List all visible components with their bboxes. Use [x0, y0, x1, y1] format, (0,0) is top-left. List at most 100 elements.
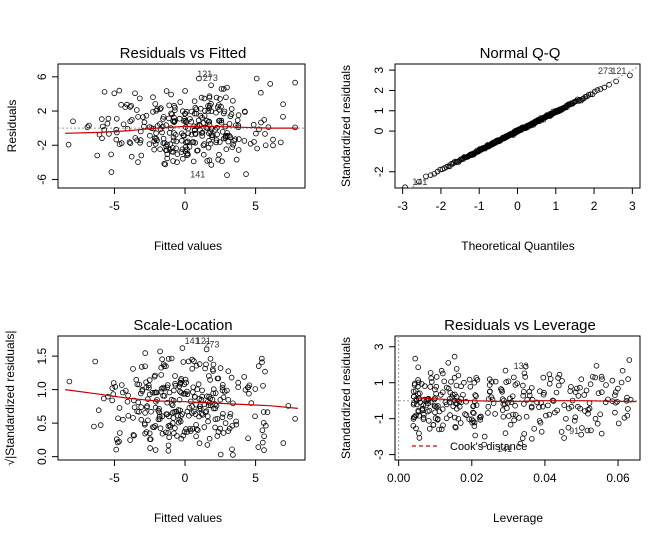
data-point: [565, 424, 572, 431]
data-point: [223, 94, 229, 101]
data-point: [623, 397, 630, 404]
point-annotation: 121: [197, 69, 212, 79]
data-point: [161, 140, 168, 146]
plot-frame: [394, 63, 641, 189]
data-point: [142, 421, 148, 428]
data-point: [212, 424, 218, 431]
data-point: [453, 393, 460, 400]
data-point: [190, 158, 197, 165]
data-point: [471, 379, 478, 386]
data-point: [152, 101, 159, 107]
data-point: [217, 139, 223, 145]
data-point: [158, 385, 165, 392]
data-point: [217, 365, 224, 371]
data-point: [581, 392, 587, 398]
data-point: [202, 365, 208, 372]
data-point: [267, 81, 274, 87]
data-point: [146, 382, 152, 389]
data-point: [446, 395, 453, 402]
data-point: [101, 89, 108, 95]
data-point: [471, 419, 478, 426]
data-point: [602, 399, 609, 406]
data-point: [198, 94, 205, 101]
data-point: [503, 379, 510, 385]
y-tick-label: 2: [35, 107, 49, 114]
point-annotation: 273: [598, 66, 613, 76]
data-point: [502, 367, 509, 374]
x-tick-label: 0.00: [387, 471, 411, 485]
data-point: [147, 445, 153, 451]
data-point: [597, 411, 603, 418]
data-point: [201, 424, 208, 430]
data-point: [115, 415, 121, 422]
data-point: [130, 366, 136, 372]
data-point: [485, 410, 491, 416]
data-point: [536, 418, 543, 424]
data-point: [455, 372, 462, 379]
data-point: [212, 126, 218, 133]
data-point: [201, 151, 207, 158]
data-point: [174, 433, 180, 439]
data-point: [199, 411, 206, 418]
data-point: [134, 408, 141, 415]
data-point: [131, 432, 137, 439]
data-point: [149, 389, 156, 396]
y-tick-label: 1.5: [35, 347, 49, 364]
data-point: [108, 169, 115, 175]
data-point: [91, 423, 97, 430]
data-point: [531, 425, 537, 432]
data-point: [151, 389, 158, 396]
data-point: [594, 87, 601, 93]
data-point: [218, 119, 225, 126]
data-point: [512, 411, 519, 418]
data-point: [410, 393, 417, 400]
data-point: [583, 387, 590, 394]
data-point: [453, 366, 460, 372]
x-tick-label: 0.02: [460, 471, 484, 485]
data-point: [120, 416, 126, 423]
data-point: [259, 439, 266, 446]
data-point: [101, 395, 107, 402]
data-point: [584, 427, 591, 434]
data-point: [130, 415, 136, 421]
data-point: [222, 420, 229, 426]
data-point: [253, 75, 260, 82]
smooth-line: [416, 397, 637, 403]
data-point: [120, 389, 126, 396]
data-point: [170, 134, 177, 141]
data-point: [193, 433, 199, 440]
data-point: [559, 378, 565, 384]
y-axis-label: Residuals: [5, 100, 19, 153]
data-point: [195, 381, 202, 388]
data-point: [166, 389, 173, 396]
data-point: [235, 112, 242, 118]
data-point: [216, 107, 223, 113]
data-point: [209, 396, 216, 403]
data-point: [539, 403, 546, 410]
data-point: [213, 109, 219, 116]
data-point: [292, 124, 298, 131]
data-point: [554, 407, 560, 414]
data-point: [521, 401, 527, 407]
data-point: [179, 137, 185, 144]
data-point: [534, 399, 540, 406]
data-point: [256, 126, 262, 133]
data-point: [207, 395, 213, 402]
data-point: [150, 109, 156, 115]
data-point: [210, 390, 217, 397]
data-point: [201, 95, 208, 102]
data-point: [438, 426, 445, 433]
data-point: [292, 79, 298, 86]
point-annotation: 91: [569, 426, 579, 436]
data-point: [144, 404, 150, 411]
data-point: [426, 425, 433, 432]
data-point: [215, 429, 222, 435]
data-point: [168, 355, 175, 362]
x-axis-label: Theoretical Quantiles: [461, 239, 574, 253]
data-point: [166, 434, 173, 441]
data-point: [440, 422, 446, 429]
data-point: [177, 388, 183, 395]
data-point: [199, 130, 205, 136]
data-point: [523, 413, 530, 420]
data-point: [205, 144, 212, 151]
